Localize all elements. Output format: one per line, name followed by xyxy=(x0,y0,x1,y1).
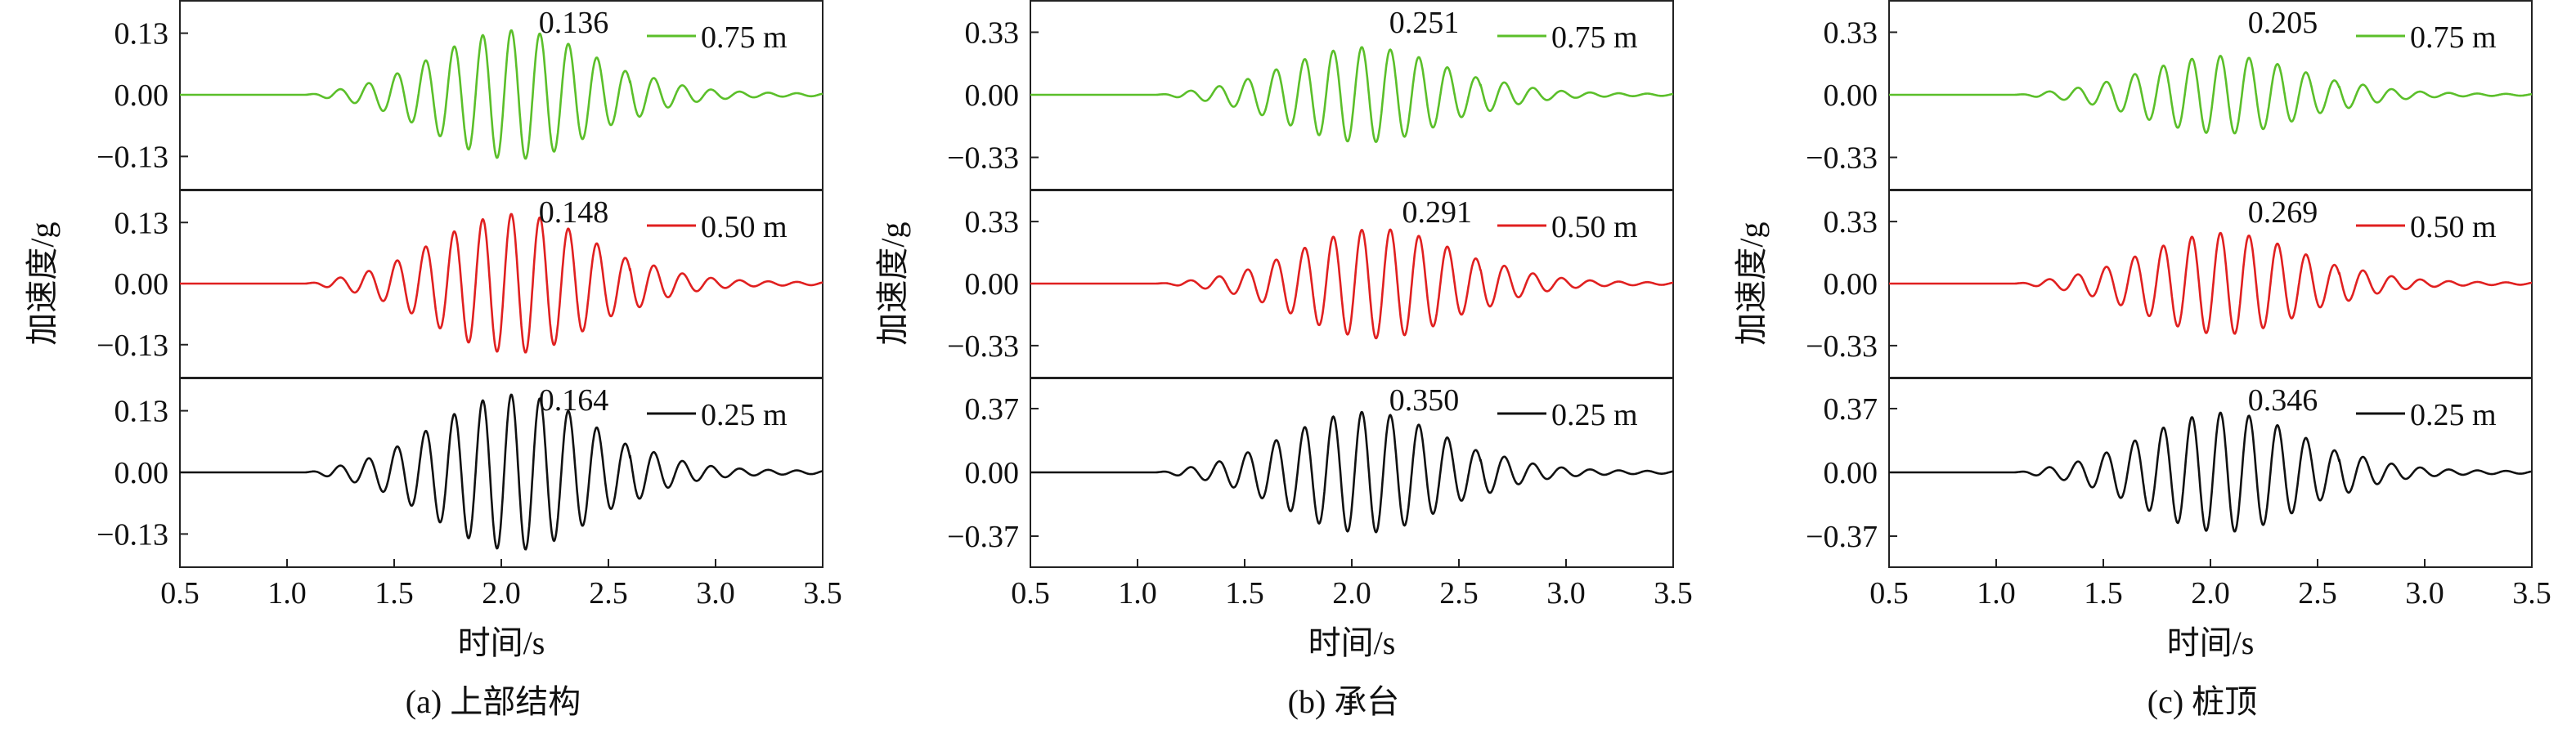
series-line-050m xyxy=(180,212,824,354)
x-tick-label: 3.0 xyxy=(2405,576,2444,610)
y-tick-label: 0.33 xyxy=(965,16,1020,50)
legend-label: 0.50 m xyxy=(701,210,788,244)
x-tick-label: 1.0 xyxy=(1977,576,2016,610)
y-tick-label: −0.13 xyxy=(96,329,168,363)
x-axis-title: 时间/s xyxy=(1308,624,1396,661)
x-tick-label: 0.5 xyxy=(160,576,200,610)
y-tick-label: 0.13 xyxy=(114,395,169,429)
peak-value-label: 0.346 xyxy=(2248,383,2318,418)
series-line-025m xyxy=(1889,411,2533,533)
peak-value-label: 0.164 xyxy=(539,383,609,418)
peak-value-label: 0.269 xyxy=(2248,195,2318,230)
chart-panel-2: 0.33 0.00 −0.33 0.205 0.75 m 0.33 0.00 −0.33 0.2… xyxy=(1733,0,2551,720)
legend-label: 0.50 m xyxy=(1551,210,1638,244)
y-tick-label: 0.00 xyxy=(1824,267,1878,302)
legend-label: 0.50 m xyxy=(2410,210,2497,244)
x-axis-title: 时间/s xyxy=(458,624,545,661)
series-line-075m xyxy=(180,29,824,160)
y-tick-label: −0.33 xyxy=(947,329,1019,364)
x-tick-label: 2.5 xyxy=(1439,576,1479,610)
series-line-075m xyxy=(1030,46,1674,143)
x-tick-label: 0.5 xyxy=(1869,576,1909,610)
x-axis-title: 时间/s xyxy=(2167,624,2255,661)
x-tick-label: 3.0 xyxy=(696,576,735,610)
y-tick-label: 0.00 xyxy=(965,267,1020,302)
legend-label: 0.25 m xyxy=(701,398,788,432)
y-tick-label: 0.13 xyxy=(114,206,169,240)
x-tick-label: 1.5 xyxy=(2084,576,2123,610)
x-tick-label: 1.5 xyxy=(1225,576,1264,610)
series-line-025m xyxy=(180,393,824,551)
y-tick-label: −0.33 xyxy=(1806,329,1878,364)
panel-caption: (a) 上部结构 xyxy=(406,683,581,720)
y-tick-label: −0.37 xyxy=(947,520,1019,554)
peak-value-label: 0.350 xyxy=(1389,383,1460,418)
x-tick-label: 0.5 xyxy=(1011,576,1050,610)
y-tick-label: 0.00 xyxy=(965,456,1020,490)
peak-value-label: 0.251 xyxy=(1389,6,1460,40)
y-tick-label: 0.33 xyxy=(1824,205,1878,239)
y-tick-label: 0.00 xyxy=(1824,78,1878,113)
y-tick-label: 0.00 xyxy=(1824,456,1878,490)
panel-caption: (b) 承台 xyxy=(1288,683,1400,720)
legend-label: 0.25 m xyxy=(2410,398,2497,432)
series-line-075m xyxy=(1889,55,2533,135)
x-tick-label: 1.0 xyxy=(267,576,307,610)
x-tick-label: 2.0 xyxy=(482,576,521,610)
x-tick-label: 3.5 xyxy=(1654,576,1693,610)
peak-value-label: 0.136 xyxy=(539,6,609,40)
y-tick-label: −0.13 xyxy=(96,517,168,552)
x-tick-label: 2.0 xyxy=(1332,576,1371,610)
panel-caption: (c) 桩顶 xyxy=(2147,683,2257,720)
chart-panel-1: 0.33 0.00 −0.33 0.251 0.75 m 0.33 0.00 −0.33 0.2… xyxy=(874,0,1693,720)
series-line-050m xyxy=(1030,228,1674,340)
y-tick-label: 0.37 xyxy=(965,392,1020,427)
y-tick-label: 0.33 xyxy=(1824,16,1878,50)
y-tick-label: 0.00 xyxy=(114,456,169,490)
series-line-050m xyxy=(1889,231,2532,335)
series-line-025m xyxy=(1030,410,1673,534)
y-tick-label: −0.33 xyxy=(1806,141,1878,176)
legend-label: 0.75 m xyxy=(2410,20,2497,55)
y-axis-title: 加速度/g xyxy=(874,221,911,345)
y-tick-label: 0.33 xyxy=(965,205,1020,239)
y-tick-label: −0.37 xyxy=(1806,520,1878,554)
y-axis-title: 加速度/g xyxy=(1733,221,1770,345)
legend-label: 0.75 m xyxy=(1551,20,1638,55)
x-tick-label: 1.0 xyxy=(1118,576,1157,610)
x-tick-label: 3.0 xyxy=(1546,576,1586,610)
y-tick-label: −0.33 xyxy=(947,141,1019,176)
chart-panel-0: 0.13 0.00 −0.13 0.136 0.75 m 0.13 0.00 −0.13 0.1… xyxy=(24,0,842,720)
x-tick-label: 1.5 xyxy=(375,576,414,610)
legend-label: 0.75 m xyxy=(701,20,788,55)
peak-value-label: 0.205 xyxy=(2248,6,2318,40)
x-tick-label: 2.5 xyxy=(2298,576,2337,610)
y-axis-title: 加速度/g xyxy=(24,221,61,345)
peak-value-label: 0.148 xyxy=(539,195,609,230)
peak-value-label: 0.291 xyxy=(1402,195,1472,230)
x-tick-label: 2.5 xyxy=(589,576,628,610)
x-tick-label: 3.5 xyxy=(803,576,842,610)
y-tick-label: −0.13 xyxy=(96,140,168,174)
y-tick-label: 0.00 xyxy=(114,78,169,113)
legend-label: 0.25 m xyxy=(1551,398,1638,432)
y-tick-label: 0.00 xyxy=(114,267,169,302)
y-tick-label: 0.00 xyxy=(965,78,1020,113)
y-tick-label: 0.37 xyxy=(1824,392,1878,427)
y-tick-label: 0.13 xyxy=(114,17,169,51)
x-tick-label: 2.0 xyxy=(2191,576,2230,610)
x-tick-label: 3.5 xyxy=(2512,576,2551,610)
